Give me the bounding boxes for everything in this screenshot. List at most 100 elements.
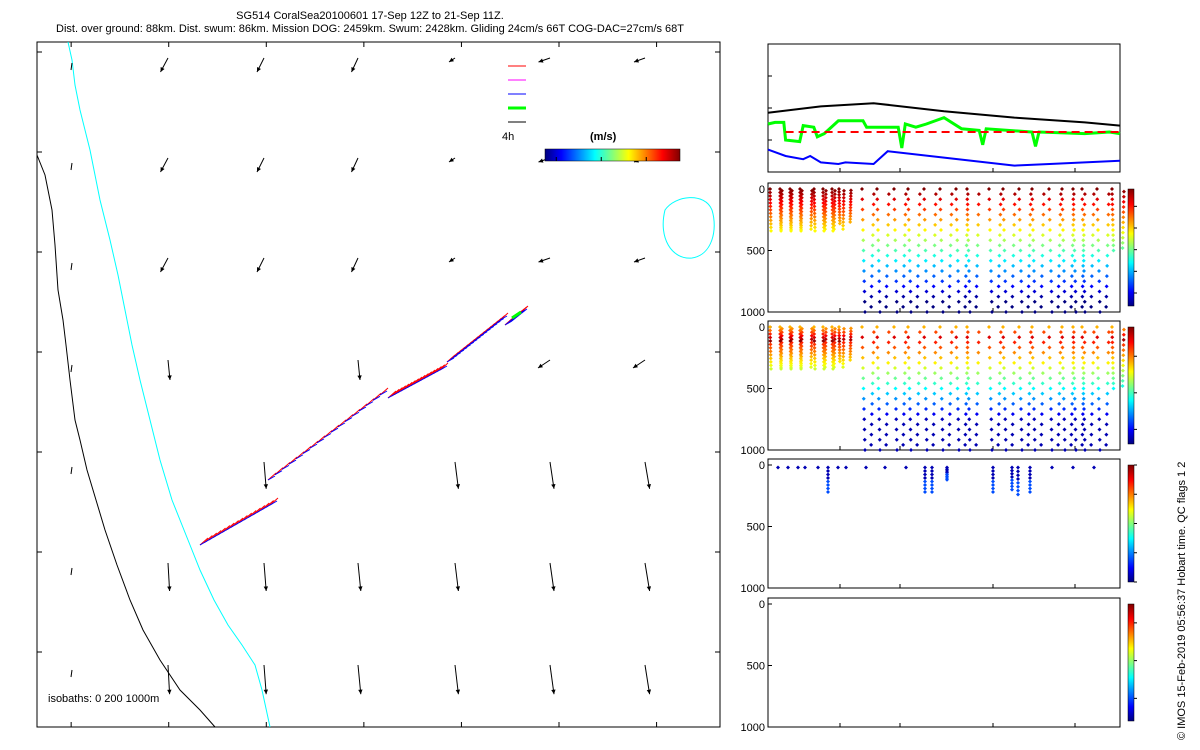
- profile-sample: [917, 330, 922, 335]
- profile-sample: [778, 331, 783, 336]
- geo-velocity-arrowhead: [257, 67, 261, 72]
- profile-sample: [1069, 442, 1074, 447]
- profile-sample: [1030, 325, 1034, 329]
- profile-sample: [1121, 327, 1126, 332]
- profile-sample: [1081, 396, 1086, 401]
- profile-sample: [955, 376, 960, 381]
- profile-sample: [1028, 490, 1032, 495]
- profile-sample: [1096, 228, 1100, 232]
- profile-sample: [1106, 350, 1111, 355]
- profile-sample: [902, 371, 907, 376]
- profile-sample: [997, 391, 1002, 396]
- profile-sample: [812, 331, 817, 336]
- profile-sample: [949, 222, 954, 227]
- profile-sample: [848, 220, 853, 225]
- profile-sample: [1081, 263, 1086, 268]
- profile-sample: [821, 221, 826, 226]
- profile-sample: [1097, 299, 1102, 304]
- profile-sample: [924, 427, 929, 432]
- profile-sample: [964, 243, 969, 248]
- profile-sample: [1047, 345, 1052, 350]
- profile-sample: [1106, 222, 1111, 227]
- profile-sample: [1105, 391, 1110, 396]
- profile-sample: [1090, 401, 1095, 406]
- profile-sample: [954, 217, 959, 222]
- profile-sample: [1026, 432, 1031, 437]
- profile-sample: [830, 342, 835, 347]
- profile-sample: [809, 209, 814, 214]
- profile-sample: [1091, 202, 1096, 207]
- profile-sample: [1028, 340, 1033, 345]
- profile-sample: [832, 333, 837, 338]
- profile-sample: [841, 344, 846, 349]
- profile-sample: [841, 354, 846, 359]
- profile-sample: [895, 448, 899, 452]
- profile-sample: [1069, 422, 1074, 427]
- profile-sample: [917, 222, 922, 227]
- profile-sample: [864, 465, 868, 470]
- profile-sample: [967, 417, 972, 422]
- profile-sample: [826, 472, 830, 477]
- profile-sample: [988, 366, 992, 370]
- profile-sample: [1002, 386, 1007, 391]
- geo-velocity-arrowhead: [455, 586, 461, 591]
- profile-sample: [875, 187, 879, 191]
- profile-sample: [813, 228, 818, 233]
- profile-sample: [906, 197, 911, 202]
- profile-sample: [1073, 279, 1078, 284]
- profile-sample: [988, 248, 993, 253]
- profile-sample: [1060, 217, 1065, 222]
- profile-sample: [830, 193, 835, 198]
- profile-sample: [826, 465, 830, 470]
- profile-sample: [1001, 207, 1006, 212]
- profile-sample: [1003, 279, 1008, 284]
- profile-sample: [1120, 368, 1125, 373]
- profile-sample: [1070, 253, 1075, 258]
- profile-sample: [812, 359, 817, 364]
- depth-tick-label: 500: [747, 384, 765, 396]
- profile-sample: [963, 442, 968, 447]
- profile-sample: [901, 432, 906, 437]
- profile-sample: [1120, 378, 1125, 383]
- profile-sample: [938, 345, 943, 350]
- depth-tick-label: 1000: [741, 722, 765, 734]
- profile-sample: [779, 366, 784, 371]
- profile-sample: [1080, 284, 1085, 289]
- profile-sample: [841, 347, 846, 352]
- profile-sample: [908, 299, 913, 304]
- profile-sample: [841, 209, 846, 214]
- profile-sample: [1080, 412, 1085, 417]
- geo-velocity-arrowhead: [263, 689, 269, 695]
- profile-sample: [1071, 222, 1076, 227]
- velocity-series-line: [767, 115, 1121, 149]
- profile-sample: [1096, 248, 1101, 253]
- profile-sample: [798, 331, 803, 336]
- profile-sample: [1062, 279, 1067, 284]
- profile-sample: [836, 465, 840, 470]
- profile-sample: [1080, 325, 1084, 329]
- dive-avg-current: [379, 390, 388, 396]
- profile-sample: [1019, 437, 1024, 442]
- profile-sample: [1092, 465, 1096, 470]
- profile-sample: [1019, 407, 1023, 411]
- profile-sample: [877, 279, 882, 284]
- profile-axes-box: [767, 597, 1121, 728]
- eddy-contour: [662, 197, 715, 259]
- profile-sample: [778, 197, 783, 202]
- profile-sample: [848, 355, 853, 360]
- depth-tick-label: 0: [759, 322, 765, 334]
- profile-sample: [923, 386, 928, 391]
- profile-sample: [837, 327, 842, 332]
- profile-sample: [809, 358, 814, 363]
- profile-sample: [861, 386, 866, 391]
- profile-sample: [1097, 427, 1102, 432]
- profile-sample: [821, 338, 826, 343]
- profile-sample: [883, 465, 887, 470]
- profile-sample: [821, 325, 825, 329]
- profile-sample: [1011, 243, 1016, 248]
- profile-sample: [954, 335, 959, 340]
- profile-sample: [1110, 212, 1115, 217]
- profile-sample: [908, 427, 913, 432]
- profile-sample: [1039, 432, 1044, 437]
- geo-velocity-arrowhead: [167, 586, 172, 591]
